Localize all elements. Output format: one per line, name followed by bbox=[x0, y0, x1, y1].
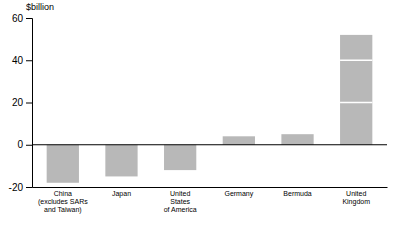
tick-label: UnitedStatesof America bbox=[164, 190, 197, 213]
tick-label: 0 bbox=[17, 139, 23, 150]
tick-label: China(excludes SARsand Taiwan) bbox=[38, 190, 88, 214]
tick-label: -20 bbox=[9, 182, 24, 193]
tick-label-line: United bbox=[170, 190, 190, 197]
x-axis: China(excludes SARsand Taiwan) Japan Unite… bbox=[33, 188, 388, 215]
tick-label-line: Bermuda bbox=[283, 190, 312, 197]
tick-label: 40 bbox=[12, 55, 24, 66]
tick: 0 bbox=[17, 139, 32, 150]
tick-label-line: Germany bbox=[224, 190, 253, 198]
tick-mark bbox=[26, 187, 32, 188]
tick: UnitedStatesof America bbox=[164, 190, 197, 213]
tick: China(excludes SARsand Taiwan) bbox=[38, 190, 88, 214]
axis-line bbox=[33, 187, 388, 188]
zero-line bbox=[32, 144, 387, 145]
tick: 40 bbox=[12, 55, 32, 66]
tick-mark bbox=[26, 145, 32, 146]
tick-mark bbox=[26, 18, 32, 19]
bar bbox=[47, 145, 79, 183]
tick-label-line: Japan bbox=[112, 190, 131, 198]
plot: -20 0 20 40 60 China(excludes SARsand Taiwan)… bbox=[9, 13, 388, 214]
tick-mark bbox=[26, 60, 32, 61]
tick: Bermuda bbox=[283, 190, 312, 197]
tick: Germany bbox=[224, 190, 253, 198]
chart: -20 0 20 40 60 China(excludes SARsand Taiwan)… bbox=[0, 0, 397, 227]
tick-label: UnitedKingdom bbox=[342, 190, 370, 206]
y-axis-label: $billion bbox=[26, 2, 54, 12]
tick-mark bbox=[26, 103, 32, 104]
tick: UnitedKingdom bbox=[342, 190, 370, 206]
bar bbox=[164, 145, 196, 170]
bar bbox=[105, 145, 137, 177]
tick: 20 bbox=[12, 97, 32, 108]
tick-label-line: of America bbox=[164, 206, 197, 213]
tick-label: 60 bbox=[12, 13, 24, 24]
tick-label-line: Kingdom bbox=[342, 198, 370, 206]
tick-label: Germany bbox=[224, 190, 253, 198]
tick-label: 20 bbox=[12, 97, 24, 108]
tick-label: Bermuda bbox=[283, 190, 312, 197]
tick-label-line: States bbox=[170, 198, 190, 205]
tick-label-line: (excludes SARs bbox=[38, 198, 88, 206]
y-axis: -20 0 20 40 60 bbox=[9, 13, 33, 193]
tick: Japan bbox=[112, 190, 131, 198]
bar-divider bbox=[340, 60, 372, 62]
tick-label-line: United bbox=[346, 190, 366, 197]
bar bbox=[223, 136, 255, 144]
bar bbox=[340, 35, 372, 145]
tick-label-line: China bbox=[54, 190, 72, 197]
axis-line bbox=[26, 19, 33, 188]
tick-label: Japan bbox=[112, 190, 131, 198]
tick: -20 bbox=[9, 182, 32, 193]
tick-label-line: and Taiwan) bbox=[44, 206, 82, 214]
tick: 60 bbox=[12, 13, 32, 24]
bar bbox=[281, 134, 313, 145]
bars bbox=[47, 35, 373, 183]
bar-divider bbox=[340, 102, 372, 104]
